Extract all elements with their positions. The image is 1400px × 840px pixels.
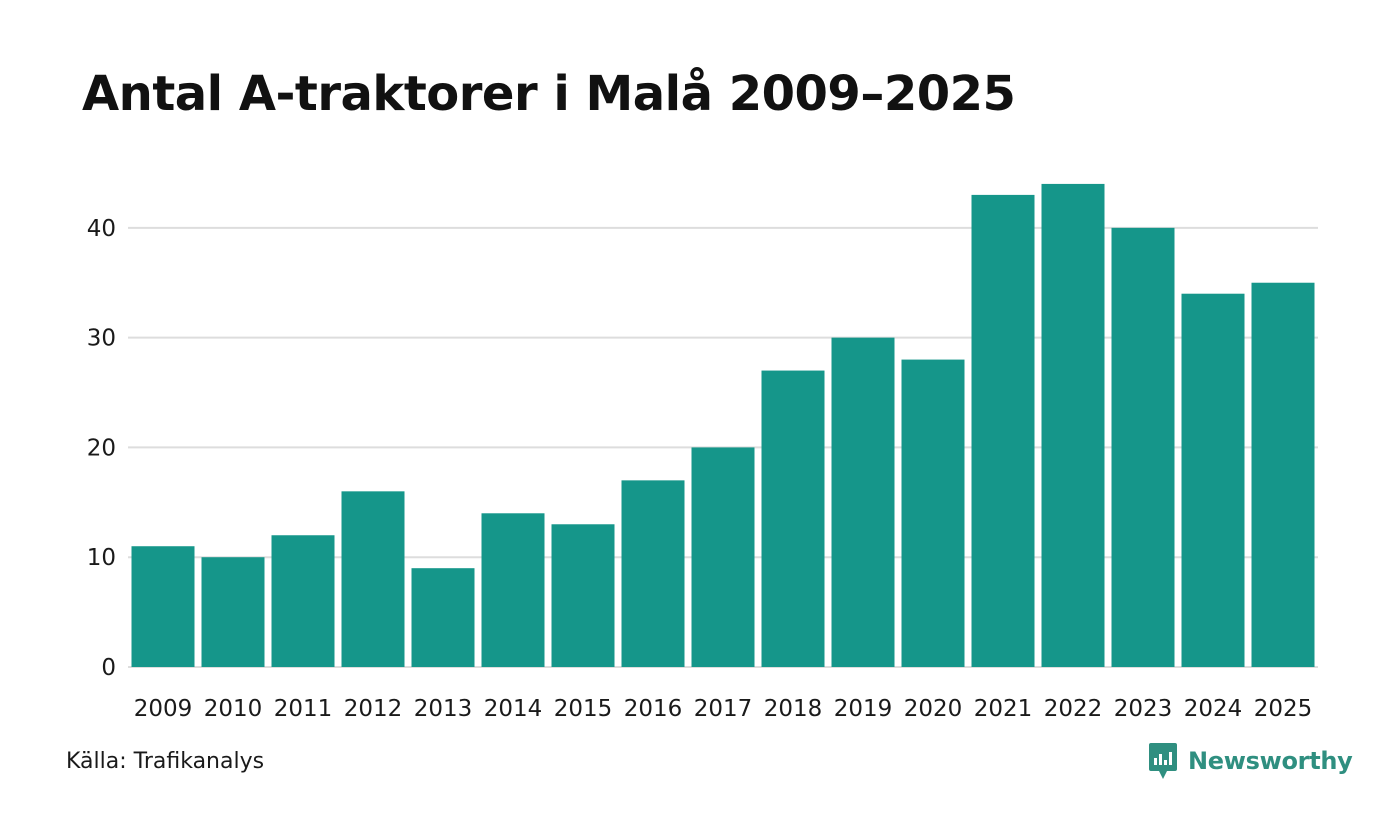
bar-2023 [1111, 227, 1175, 668]
bar-2022 [1041, 183, 1105, 667]
bar-2016 [621, 480, 685, 667]
bar-2021 [971, 194, 1035, 668]
x-tick-label: 2012 [344, 696, 403, 722]
x-tick-label: 2024 [1184, 696, 1243, 722]
x-tick-label: 2009 [134, 696, 193, 722]
source-note: Källa: Trafikanalys [66, 749, 265, 774]
bar-2025 [1251, 282, 1315, 667]
y-tick-label: 40 [87, 216, 116, 242]
x-tick-label: 2021 [974, 696, 1033, 722]
x-tick-label: 2014 [484, 696, 543, 722]
bar-2020 [901, 359, 965, 667]
bars [131, 183, 1315, 668]
y-tick-label: 10 [87, 545, 116, 571]
x-tick-label: 2018 [764, 696, 823, 722]
x-tick-label: 2020 [904, 696, 963, 722]
bar-2014 [481, 513, 545, 667]
bar-2009 [131, 546, 195, 667]
bar-2010 [201, 557, 265, 667]
bar-2024 [1181, 293, 1245, 667]
x-tick-label: 2011 [274, 696, 333, 722]
y-tick-label: 30 [87, 326, 116, 352]
newsworthy-logo-icon [1149, 743, 1177, 779]
bar-2011 [271, 535, 335, 667]
bar-2019 [831, 337, 895, 667]
x-tick-label: 2013 [414, 696, 473, 722]
bar-2013 [411, 568, 475, 667]
chart-title: Antal A-traktorer i Malå 2009–2025 [82, 66, 1016, 122]
x-tick-label: 2016 [624, 696, 683, 722]
x-tick-label: 2022 [1044, 696, 1103, 722]
x-tick-label: 2019 [834, 696, 893, 722]
y-axis-ticks: 0 10 20 30 40 [87, 216, 116, 681]
brand-name: Newsworthy [1188, 747, 1353, 775]
x-axis-ticks: 2009 2010 2011 2012 2013 2014 2015 2016 2017 2018… [134, 696, 1313, 722]
x-tick-label: 2023 [1114, 696, 1173, 722]
bar-2012 [341, 491, 405, 667]
brand-logo: Newsworthy [1148, 742, 1353, 780]
y-tick-label: 0 [101, 655, 116, 681]
bar-2017 [691, 447, 755, 667]
x-tick-label: 2017 [694, 696, 753, 722]
x-tick-label: 2025 [1254, 696, 1313, 722]
x-tick-label: 2015 [554, 696, 613, 722]
bar-2018 [761, 370, 825, 667]
x-tick-label: 2010 [204, 696, 263, 722]
bar-2015 [551, 524, 615, 667]
y-tick-label: 20 [87, 435, 116, 461]
